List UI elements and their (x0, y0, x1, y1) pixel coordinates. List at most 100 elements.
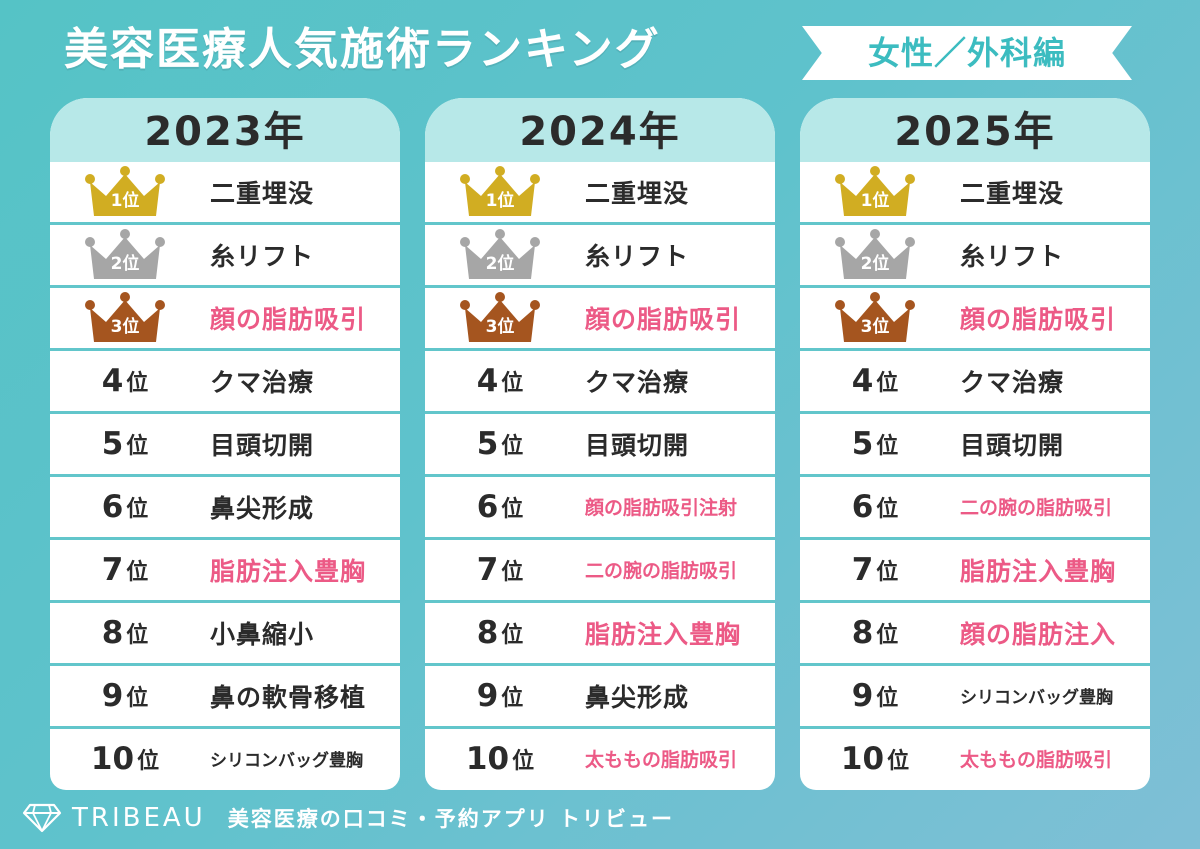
gold-crown-icon (835, 166, 915, 216)
procedure-name: 二の腕の脂肪吸引 (960, 497, 1113, 520)
procedure-name: シリコンバッグ豊胸 (960, 688, 1113, 709)
rank-suffix: 位 (876, 370, 899, 396)
rank-number: 1 (485, 191, 498, 211)
procedure-name: 脂肪注入豊胸 (210, 556, 367, 586)
rank-suffix: 位 (876, 433, 899, 459)
rank-number: 1 (860, 191, 873, 211)
ranking-list: 1位 二重埋没 2位 糸リフト 3位 顔の脂肪吸引 4 位クマ治療 5 位目頭切開 6 位鼻尖形成 7 位… (50, 162, 400, 789)
ranking-row: 9 位鼻尖形成 (425, 666, 775, 726)
ranking-row: 7 位脂肪注入豊胸 (50, 540, 400, 600)
procedure-name: 顔の脂肪注入 (960, 619, 1117, 649)
procedure-name: 鼻尖形成 (585, 682, 690, 712)
column-year-header: 2025年 (800, 98, 1150, 162)
ranking-row: 2位 糸リフト (50, 225, 400, 285)
gold-crown-icon (460, 166, 540, 216)
footer: TRIBEAU 美容医療の口コミ・予約アプリ トリビュー (22, 800, 674, 836)
procedure-name: 太ももの脂肪吸引 (585, 749, 738, 772)
ranking-row: 8 位脂肪注入豊胸 (425, 603, 775, 663)
rank-suffix: 位 (501, 685, 524, 711)
procedure-name: 目頭切開 (960, 430, 1065, 460)
rank-number: 2 (485, 254, 498, 274)
ranking-row: 10 位シリコンバッグ豊胸 (50, 729, 400, 789)
procedure-name: 糸リフト (210, 241, 315, 271)
rank-number: 6 (851, 488, 874, 525)
rank-badge-label: 1位 (834, 189, 916, 213)
ranking-row: 7 位脂肪注入豊胸 (800, 540, 1150, 600)
rank-number: 7 (476, 551, 499, 588)
ranking-row: 6 位二の腕の脂肪吸引 (800, 477, 1150, 537)
procedure-name: 糸リフト (585, 241, 690, 271)
rank-suffix: 位 (872, 254, 890, 274)
ranking-row: 3位 顔の脂肪吸引 (50, 288, 400, 348)
procedure-name: 鼻の軟骨移植 (210, 682, 367, 712)
procedure-name: 顔の脂肪吸引 (960, 304, 1117, 334)
rank-number: 2 (110, 254, 123, 274)
ranking-row: 2位 糸リフト (425, 225, 775, 285)
rank-suffix: 位 (872, 317, 890, 337)
rank-suffix: 位 (122, 254, 140, 274)
ranking-list: 1位 二重埋没 2位 糸リフト 3位 顔の脂肪吸引 4 位クマ治療 5 位目頭切開 6 位二の腕の脂肪… (800, 162, 1150, 789)
rank-label: 10 位 (800, 729, 950, 789)
rank-number: 8 (851, 614, 874, 651)
rank-badge-label: 2位 (834, 252, 916, 276)
rank-suffix: 位 (122, 317, 140, 337)
rank-number: 3 (485, 317, 498, 337)
rank-badge-label: 2位 (84, 252, 166, 276)
procedure-name: 糸リフト (960, 241, 1065, 271)
procedure-name: 脂肪注入豊胸 (960, 556, 1117, 586)
rank-suffix: 位 (501, 559, 524, 585)
procedure-name: 太ももの脂肪吸引 (960, 749, 1113, 772)
rank-number: 10 (90, 740, 135, 777)
rank-suffix: 位 (126, 685, 149, 711)
rank-number: 4 (101, 362, 124, 399)
rank-number: 6 (476, 488, 499, 525)
rank-number: 1 (110, 191, 123, 211)
procedure-name: 二の腕の脂肪吸引 (585, 560, 738, 583)
rank-badge-label: 1位 (84, 189, 166, 213)
rank-badge-label: 3位 (84, 315, 166, 339)
rank-suffix: 位 (876, 685, 899, 711)
rank-suffix: 位 (872, 191, 890, 211)
rank-suffix: 位 (512, 748, 535, 774)
procedure-name: 顔の脂肪吸引注射 (585, 497, 738, 520)
ranking-row: 10 位太ももの脂肪吸引 (425, 729, 775, 789)
bronze-crown-icon (835, 292, 915, 342)
silver-crown-icon (85, 229, 165, 279)
ranking-column: 2023年 1位 二重埋没 2位 糸リフト 3位 顔の脂肪吸引 4 位クマ治療 5 位目頭切開 6 位鼻… (50, 98, 400, 790)
rank-label: 10 位 (425, 729, 575, 789)
ranking-row: 8 位顔の脂肪注入 (800, 603, 1150, 663)
rank-suffix: 位 (497, 254, 515, 274)
rank-number: 6 (101, 488, 124, 525)
procedure-name: クマ治療 (585, 367, 690, 397)
rank-suffix: 位 (501, 496, 524, 522)
diamond-icon (22, 803, 62, 833)
ranking-list: 1位 二重埋没 2位 糸リフト 3位 顔の脂肪吸引 4 位クマ治療 5 位目頭切開 6 位顔の脂肪吸引… (425, 162, 775, 789)
rank-number: 10 (840, 740, 885, 777)
ranking-row: 1位 二重埋没 (50, 162, 400, 222)
ranking-row: 1位 二重埋没 (425, 162, 775, 222)
rank-suffix: 位 (497, 191, 515, 211)
rank-number: 4 (476, 362, 499, 399)
rank-number: 9 (101, 677, 124, 714)
procedure-name: 鼻尖形成 (210, 493, 315, 523)
column-year-header: 2024年 (425, 98, 775, 162)
ranking-row: 4 位クマ治療 (50, 351, 400, 411)
rank-suffix: 位 (126, 370, 149, 396)
procedure-name: シリコンバッグ豊胸 (210, 751, 363, 772)
ranking-row: 5 位目頭切開 (800, 414, 1150, 474)
rank-suffix: 位 (126, 622, 149, 648)
ranking-row: 10 位太ももの脂肪吸引 (800, 729, 1150, 789)
rank-suffix: 位 (887, 748, 910, 774)
rank-suffix: 位 (501, 370, 524, 396)
page-title: 美容医療人気施術ランキング (64, 24, 661, 75)
rank-number: 2 (860, 254, 873, 274)
rank-label: 10 位 (50, 729, 200, 789)
